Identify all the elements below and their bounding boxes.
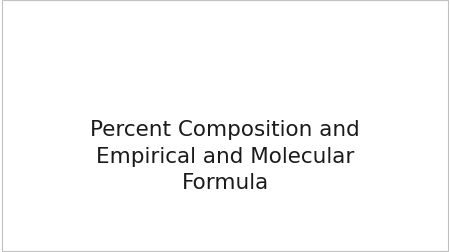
Text: Percent Composition and
Empirical and Molecular
Formula: Percent Composition and Empirical and Mo… bbox=[90, 120, 360, 193]
